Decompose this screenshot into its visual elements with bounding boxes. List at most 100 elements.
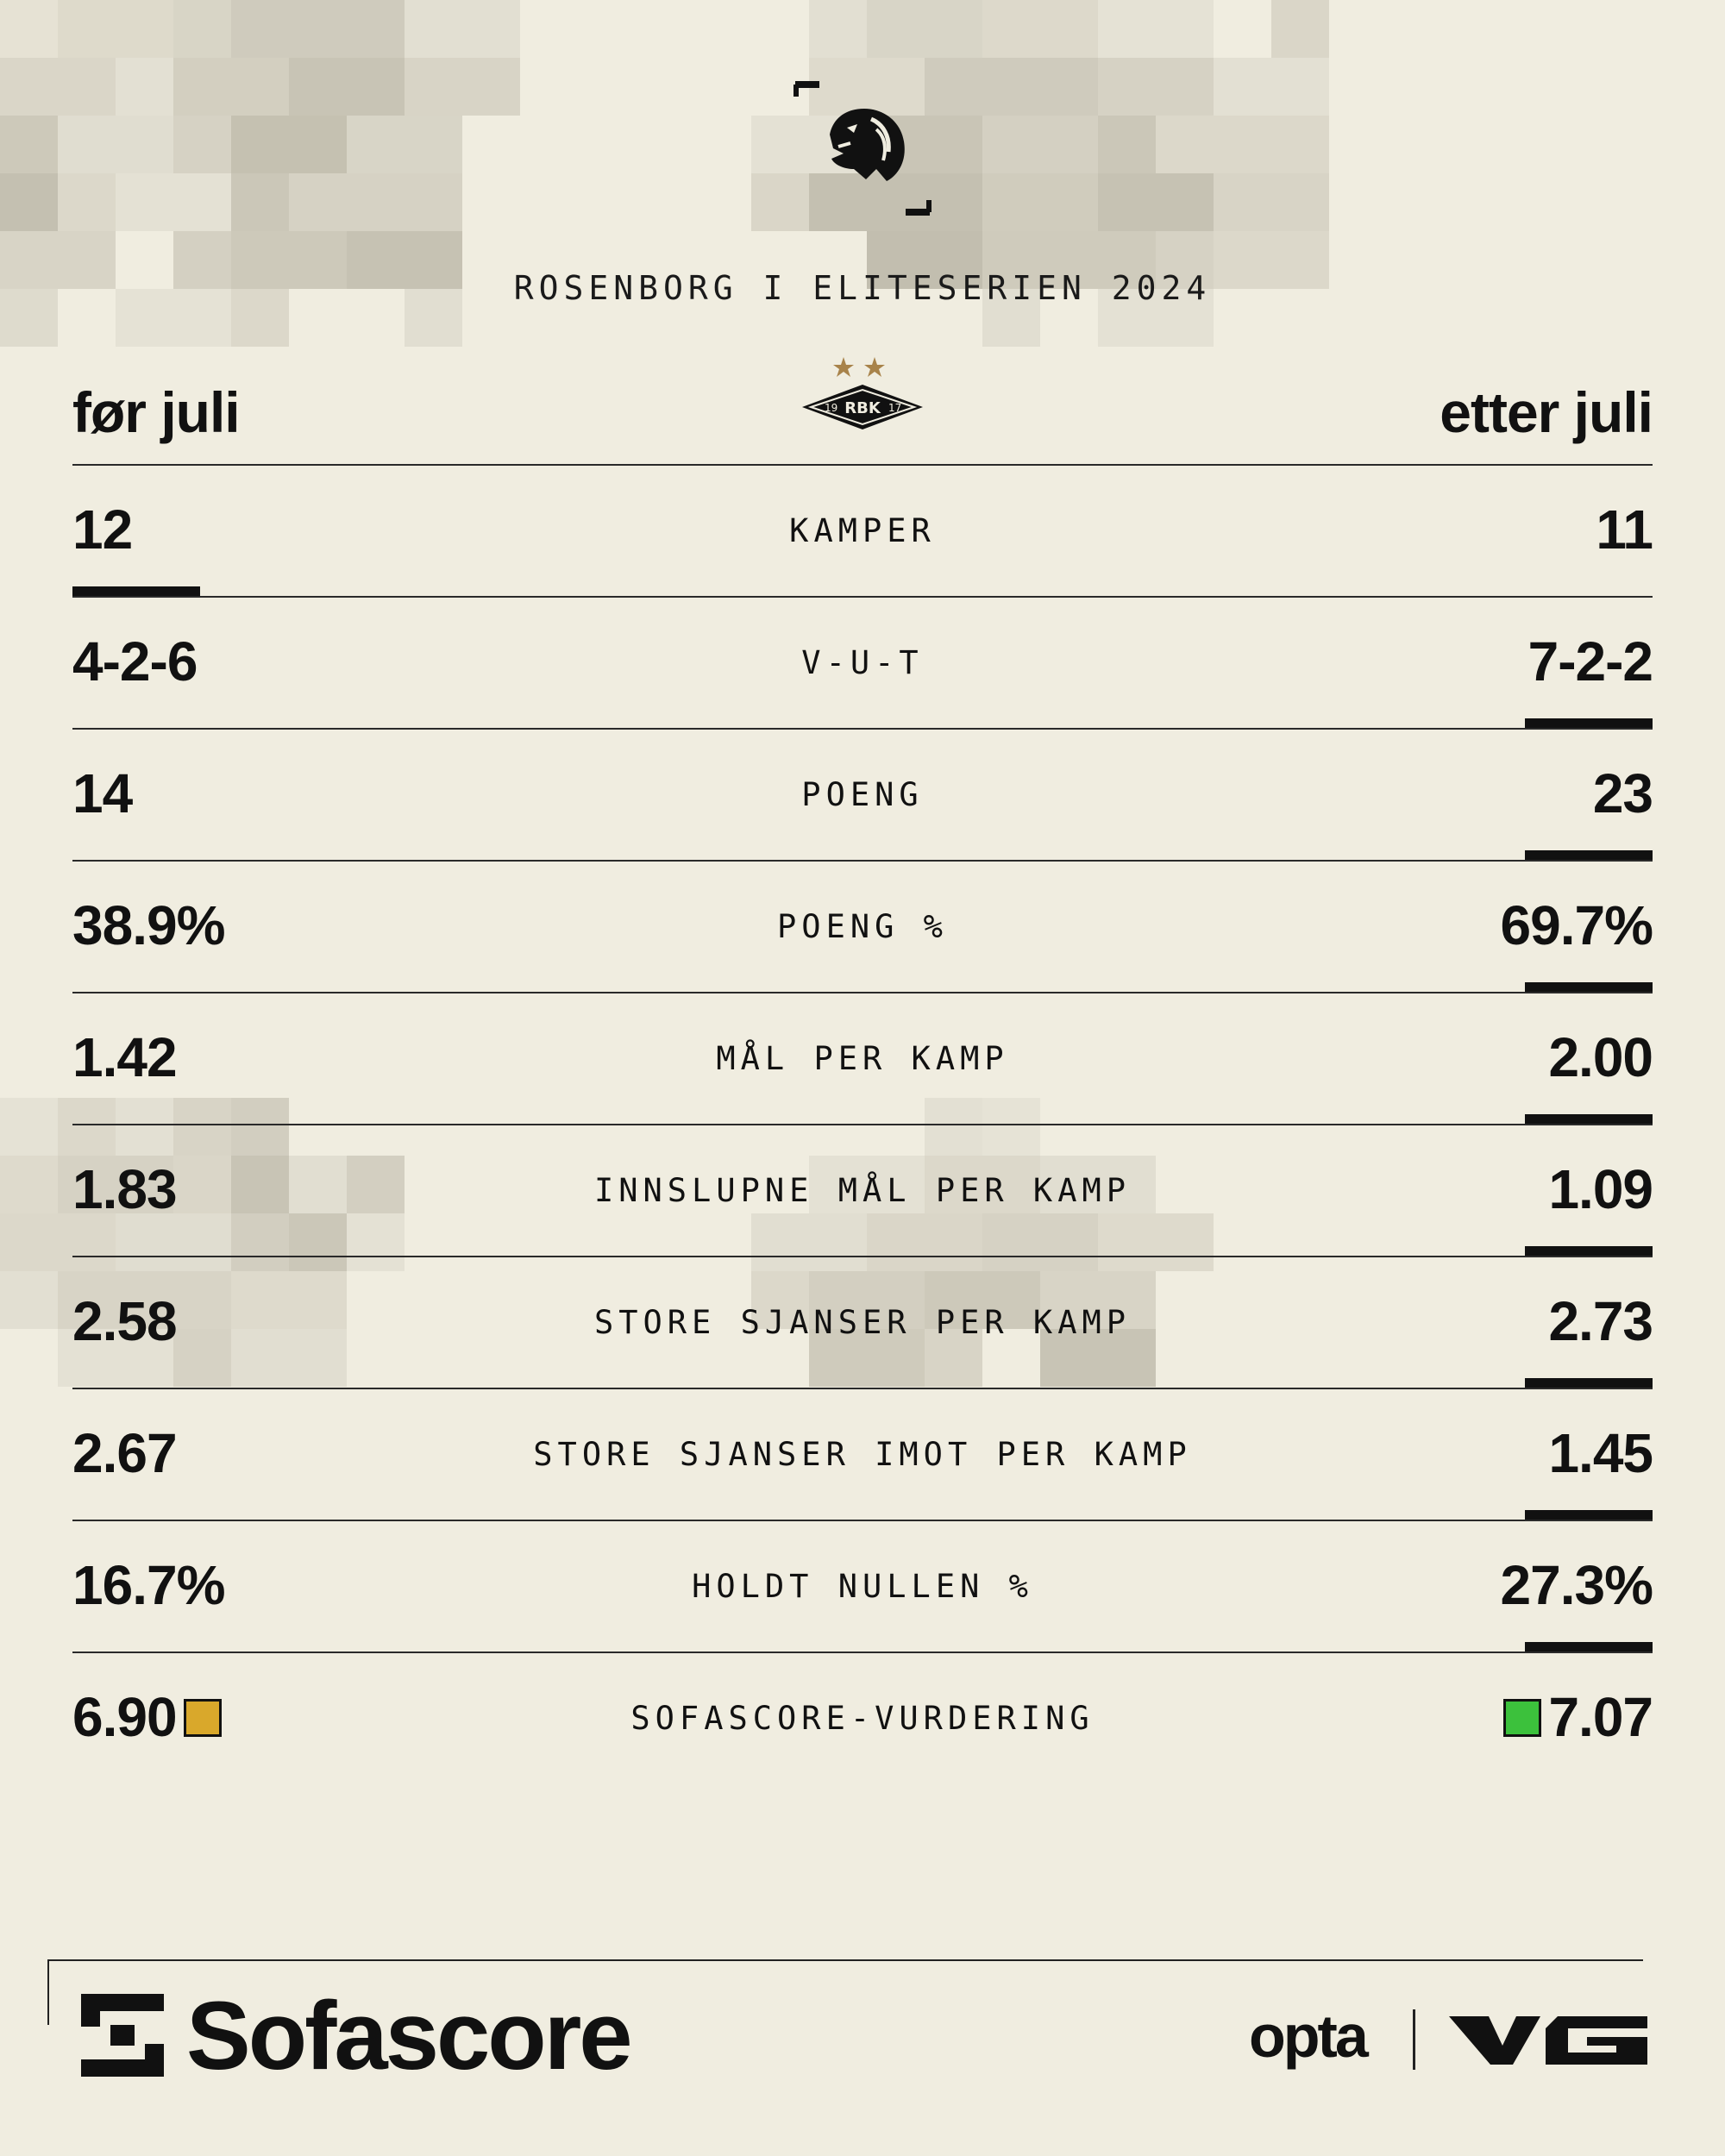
stats-table: 12 KAMPER 11 4-2-6 V-U-T 7-2-2 14 POENG 23 38.9% P…: [72, 464, 1653, 1783]
background-block: [1098, 0, 1214, 58]
background-block: [231, 1271, 347, 1329]
background-block: [982, 231, 1156, 289]
background-block: [867, 0, 982, 58]
background-block: [0, 289, 58, 347]
stat-after-value: 7-2-2: [1527, 630, 1653, 693]
footer-corner-tick: [47, 1959, 49, 2025]
background-block: [925, 58, 1098, 116]
background-block: [982, 1098, 1040, 1156]
background-block: [1098, 116, 1156, 173]
rating-row: 6.90 SOFASCORE-VURDERING 7.07: [72, 1651, 1653, 1783]
background-block: [867, 231, 982, 289]
background-block: [173, 1156, 231, 1213]
stat-before-value: 38.9%: [72, 894, 225, 956]
background-block: [231, 1213, 289, 1271]
background-block: [231, 0, 405, 58]
background-block: [0, 1271, 58, 1329]
background-block: [405, 0, 520, 58]
winner-indicator: [1525, 982, 1653, 992]
background-block: [405, 289, 462, 347]
rating-after: 7.07: [1496, 1683, 1653, 1752]
stat-after-value: 69.7%: [1500, 894, 1653, 956]
stat-before-value: 12: [72, 498, 133, 561]
background-block: [925, 1098, 982, 1156]
stat-label: MÅL PER KAMP: [716, 1040, 1009, 1077]
background-block: [809, 1271, 925, 1329]
background-block: [982, 0, 1098, 58]
background-block: [231, 231, 347, 289]
winner-indicator: [1525, 718, 1653, 728]
background-block: [925, 1271, 1040, 1329]
background-block: [347, 231, 462, 289]
opta-wordmark: opta: [1249, 2002, 1369, 2070]
background-block: [173, 116, 231, 173]
background-block: [58, 116, 173, 173]
partner-divider: [1413, 2009, 1415, 2070]
rating-before-swatch: [183, 1699, 222, 1738]
background-block: [405, 58, 520, 116]
background-block: [867, 1213, 982, 1271]
background-block: [1098, 1213, 1214, 1271]
stat-after-value: 27.3%: [1500, 1554, 1653, 1616]
stat-label: KAMPER: [789, 512, 936, 549]
background-block: [0, 1098, 58, 1156]
background-block: [173, 1098, 231, 1156]
page-subtitle: ROSENBORG I ELITESERIEN 2024: [513, 269, 1212, 307]
background-block: [289, 1156, 347, 1213]
background-block: [1098, 58, 1214, 116]
winner-indicator: [1525, 1246, 1653, 1256]
crest-star: [864, 357, 885, 377]
stat-before-value: 1.83: [72, 1158, 178, 1220]
stat-row: 14 POENG 23: [72, 728, 1653, 860]
background-block: [0, 173, 58, 231]
background-block: [1156, 231, 1214, 289]
background-block: [231, 1098, 289, 1156]
background-block: [809, 1329, 925, 1387]
background-block: [809, 1156, 925, 1213]
background-block: [809, 173, 982, 231]
background-block: [116, 58, 173, 116]
background-block: [1214, 173, 1329, 231]
before-july-heading: før juli: [72, 380, 241, 444]
background-block: [982, 289, 1040, 347]
winner-indicator: [1525, 1642, 1653, 1651]
winner-indicator: [1525, 1510, 1653, 1520]
background-block: [0, 231, 116, 289]
stat-label: POENG %: [777, 908, 948, 945]
background-block: [0, 58, 116, 116]
stat-before-value: 2.67: [72, 1422, 178, 1484]
winner-indicator: [1525, 1114, 1653, 1124]
stat-label: STORE SJANSER IMOT PER KAMP: [533, 1436, 1192, 1473]
background-block: [116, 173, 231, 231]
background-block: [58, 1156, 173, 1213]
after-july-heading: etter juli: [1440, 380, 1653, 444]
stat-row: 1.42 MÅL PER KAMP 2.00: [72, 992, 1653, 1124]
stat-after-value: 1.09: [1548, 1158, 1653, 1220]
background-block: [751, 1213, 867, 1271]
stat-row: 12 KAMPER 11: [72, 464, 1653, 596]
background-block: [347, 1156, 405, 1213]
sofascore-wordmark: Sofascore: [186, 1982, 633, 2090]
background-block: [289, 173, 462, 231]
background-block: [231, 173, 289, 231]
crest-star: [833, 357, 854, 377]
background-block: [0, 1156, 58, 1213]
stat-label: POENG: [801, 776, 924, 813]
stat-before-value: 1.42: [72, 1026, 178, 1088]
background-block: [809, 0, 867, 58]
background-block: [347, 116, 462, 173]
winner-indicator: [1525, 1378, 1653, 1388]
background-block: [751, 1271, 809, 1329]
stat-after-value: 1.45: [1548, 1422, 1653, 1484]
stat-after-value: 23: [1592, 762, 1653, 824]
background-block: [116, 1098, 173, 1156]
background-block: [925, 1156, 1040, 1213]
stat-row: 1.83 INNSLUPNE MÅL PER KAMP 1.09: [72, 1124, 1653, 1256]
background-block: [58, 173, 116, 231]
stat-label: STORE SJANSER PER KAMP: [593, 1304, 1132, 1341]
background-block: [116, 289, 231, 347]
background-block: [173, 0, 231, 58]
background-block: [1040, 1329, 1156, 1387]
background-block: [0, 1213, 116, 1271]
footer-divider-line: [47, 1959, 1643, 1961]
